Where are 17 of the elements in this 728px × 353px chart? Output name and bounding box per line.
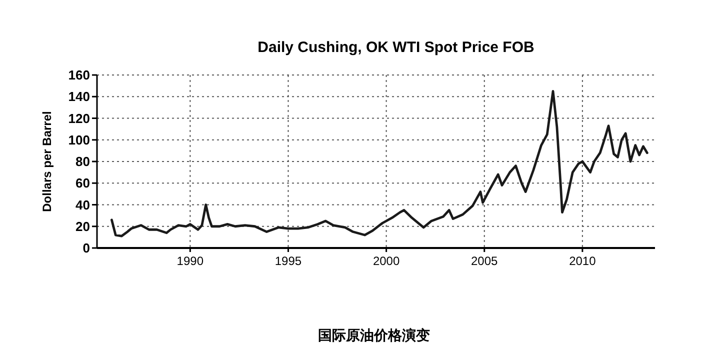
text: 国际原油价格演变 (318, 327, 430, 343)
y-tick-label: 160 (68, 68, 90, 82)
y-tick-label: 60 (76, 176, 90, 191)
y-tick-label: 100 (68, 132, 90, 148)
x-tick-label: 2010 (569, 254, 596, 268)
y-tick-label: 20 (76, 218, 90, 234)
y-tick-label: 0 (82, 240, 90, 256)
y-axis-title: Dollars per Barrel (40, 111, 54, 212)
y-tick-label: 40 (76, 197, 90, 212)
x-tick-label: 2005 (471, 254, 498, 268)
y-tick-label: 120 (68, 110, 90, 126)
x-tick-label: 1995 (274, 254, 302, 268)
y-tick-label: 140 (68, 89, 90, 104)
y-tick-label: 80 (76, 154, 90, 169)
x-tick-label: 2000 (372, 254, 400, 268)
chart-title: Daily Cushing, OK WTI Spot Price FOB (258, 39, 535, 56)
x-tick-label: 1990 (176, 254, 204, 268)
